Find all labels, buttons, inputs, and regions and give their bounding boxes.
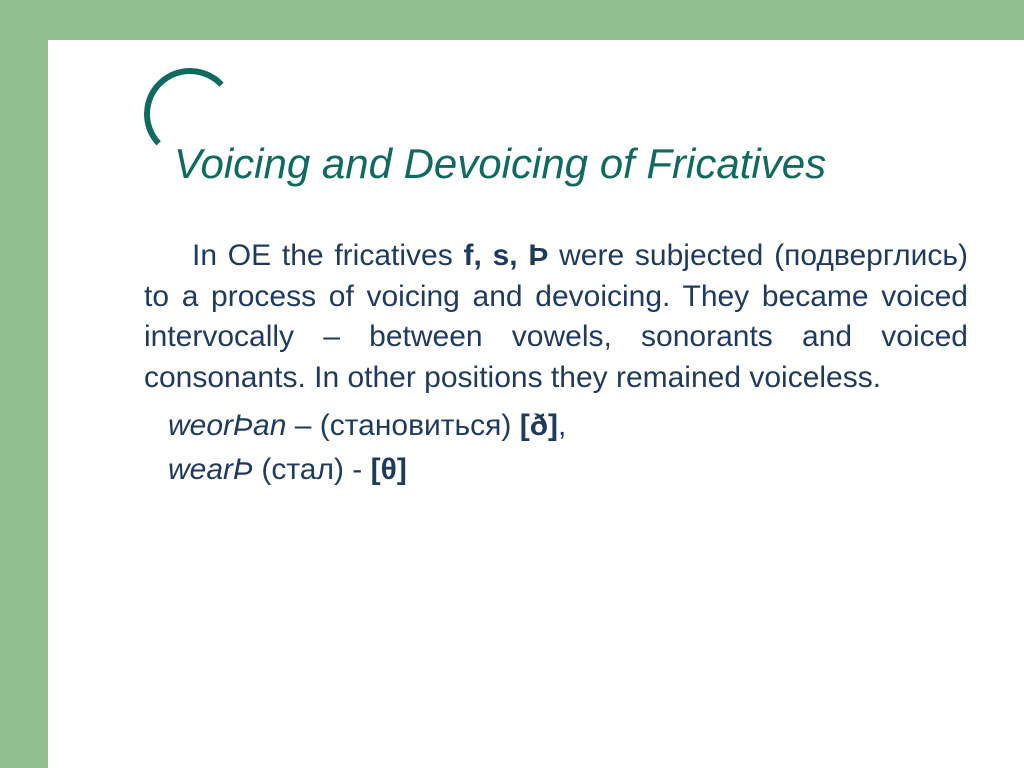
slide-paragraph: In OE the fricatives f, s, Þ were subjec… (144, 236, 968, 398)
slide-content: Voicing and Devoicing of Fricatives In O… (144, 140, 968, 491)
example-2: wearÞ (стал) - [θ] (144, 448, 968, 492)
example-1: weorÞan – (становиться) [ð], (144, 404, 968, 448)
slide-title: Voicing and Devoicing of Fricatives (144, 140, 968, 188)
frame-top (0, 0, 1024, 40)
frame-left (0, 0, 48, 768)
slide-card: Voicing and Devoicing of Fricatives In O… (48, 40, 1024, 768)
